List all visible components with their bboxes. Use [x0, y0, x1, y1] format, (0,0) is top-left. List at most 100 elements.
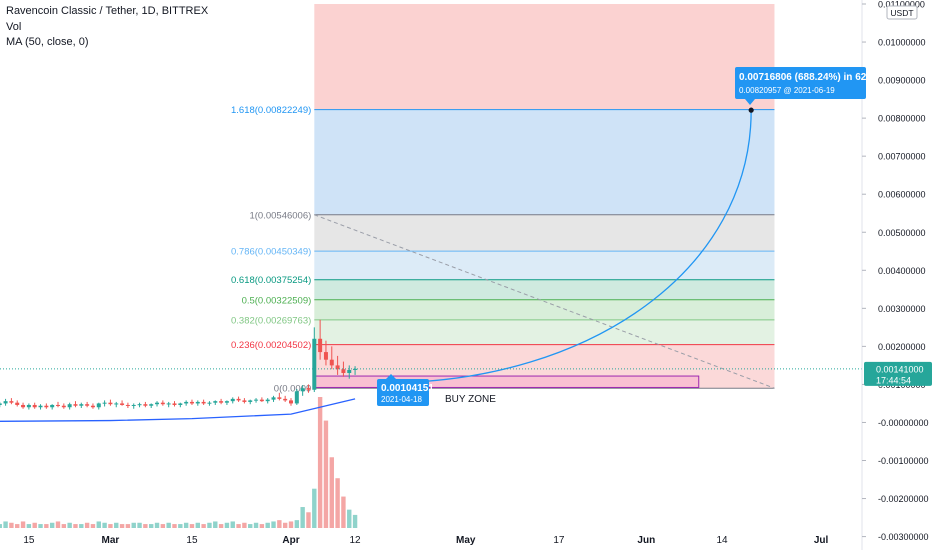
candle-body	[207, 402, 212, 404]
ma-legend[interactable]: MA (50, close, 0)	[6, 36, 89, 48]
candle-body	[195, 401, 200, 404]
current-price-value: 0.00141000	[876, 364, 924, 374]
volume-bar	[329, 457, 334, 528]
target-label-box[interactable]	[735, 67, 866, 99]
time-tick-label: 12	[350, 535, 362, 546]
candle-body	[265, 399, 270, 402]
time-tick-label: Jul	[814, 535, 829, 546]
buy-zone-text: BUY ZONE	[445, 394, 496, 405]
fib-band-0618-05	[314, 279, 775, 300]
price-tick-label: 0.00300000	[878, 304, 926, 314]
candle-body	[9, 401, 14, 403]
buy-zone[interactable]	[313, 375, 700, 388]
candle-body	[312, 338, 317, 390]
target-label-pointer	[745, 99, 755, 105]
volume-bar	[317, 397, 323, 528]
candle-body	[50, 404, 55, 408]
volume-bar	[195, 522, 200, 528]
candle-body	[254, 399, 259, 401]
volume-bar	[335, 478, 340, 528]
candle-body	[56, 404, 60, 406]
volume-bar	[236, 524, 241, 528]
price-tick-label: 0.00600000	[878, 190, 926, 200]
price-tick-label: 0.01000000	[878, 38, 926, 48]
volume-bar	[61, 524, 67, 528]
candle-body	[213, 401, 218, 403]
candle-body	[85, 404, 90, 406]
volume-bar	[125, 524, 131, 528]
candle-body	[300, 388, 305, 392]
price-tick-label: -0.00100000	[878, 456, 929, 466]
candle-body	[318, 338, 323, 353]
trend-line[interactable]	[314, 214, 775, 389]
volume-legend[interactable]: Vol	[6, 21, 22, 33]
candle-body	[149, 404, 154, 406]
volume-bar	[230, 521, 235, 528]
fib-level-label: 0.236(0.00204502)	[231, 340, 311, 351]
time-tick-label: 15	[23, 535, 35, 546]
candle-body	[289, 400, 293, 404]
volume-bar	[166, 522, 171, 528]
target-point[interactable]	[748, 107, 754, 113]
candle-body	[219, 401, 224, 403]
price-tick-label: -0.00000000	[878, 418, 929, 428]
volume-bar	[277, 520, 282, 528]
candle-body	[160, 402, 165, 405]
currency-badge[interactable]	[886, 5, 918, 20]
candle-body	[108, 402, 113, 405]
volume-bar	[312, 488, 317, 528]
candle-body	[277, 397, 282, 399]
volume-bar	[0, 524, 2, 528]
price-tick-label: -0.00300000	[878, 532, 929, 542]
volume-bar	[172, 524, 177, 528]
price-axis[interactable]: 0.01100000 0.01000000 0.00900000 0.00800000…	[861, 0, 932, 550]
time-axis[interactable]: 15 Mar 15 Apr 12 May 17 Jun 14 Jul	[23, 535, 828, 546]
volume-bar	[183, 522, 189, 528]
volume-bar	[108, 524, 113, 528]
price-tick-label: 0.00800000	[878, 114, 926, 124]
fib-level-label: 0.382(0.00269763)	[231, 315, 311, 326]
volume-bar	[131, 522, 136, 528]
candle-body	[32, 404, 37, 408]
volume-bar	[341, 496, 346, 528]
volume-bar	[15, 524, 20, 528]
candle-body	[38, 405, 43, 408]
entry-label-pointer	[386, 374, 396, 379]
volume-bar	[323, 420, 329, 528]
fib-level-label: 1(0.00546006)	[249, 210, 311, 221]
volume-bar	[207, 522, 212, 528]
projection-path[interactable]	[390, 110, 752, 384]
volume-bar	[149, 524, 154, 528]
price-tick-label: -0.00200000	[878, 494, 929, 504]
price-tick-label: 0.00900000	[878, 76, 926, 86]
buy-zone-box[interactable]	[313, 375, 700, 388]
candle-body	[26, 404, 31, 408]
candle-body	[294, 391, 299, 404]
dashed-trend-line[interactable]	[314, 214, 775, 389]
fibonacci-retracement[interactable]: 1.618(0.00822249) 1(0.00546006) 0.786(0.00…	[231, 4, 775, 395]
candle-body	[166, 403, 171, 405]
volume-bar	[96, 521, 101, 528]
current-price-tag[interactable]	[864, 361, 932, 386]
entry-label-box[interactable]	[377, 379, 429, 406]
price-tick-label: 0.00700000	[878, 152, 926, 162]
volume-bar	[218, 524, 224, 528]
ma-50-line	[0, 398, 356, 426]
volume-bar	[102, 522, 107, 528]
price-tick-label: 0.00200000	[878, 342, 926, 352]
time-tick-label: 15	[186, 535, 198, 546]
target-label-line2: 0.00820957 @ 2021-06-19	[739, 86, 835, 95]
candle-body	[155, 402, 160, 405]
symbol-legend[interactable]: Ravencoin Classic / Tether, 1D, BITTREX	[6, 5, 209, 17]
candle-body	[353, 368, 358, 370]
volume-bars	[0, 397, 358, 528]
volume-bar	[213, 521, 218, 528]
fib-level-label: 0.786(0.00450349)	[231, 247, 311, 258]
fib-level-label: 0.5(0.00322509)	[242, 295, 312, 306]
entry-label-price: 0.00104151	[381, 383, 434, 394]
fib-level-label: 0.618(0.00375254)	[231, 275, 311, 286]
volume-bar	[242, 522, 247, 528]
volume-bar	[3, 521, 8, 528]
volume-bar	[73, 524, 78, 528]
